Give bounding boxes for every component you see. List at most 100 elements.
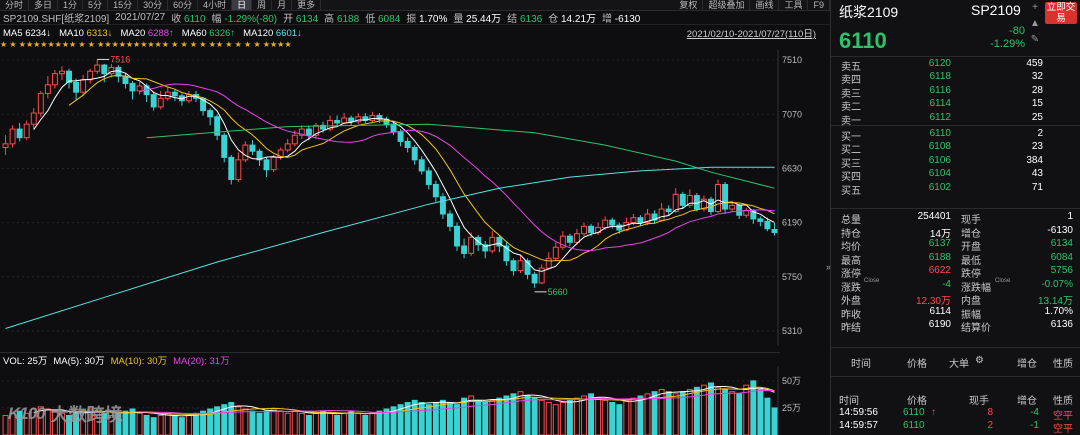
- volume-bar: [249, 410, 256, 435]
- candle-body: [454, 225, 460, 247]
- bid-volume: 23: [1031, 141, 1043, 153]
- settle-value: 6136: [519, 14, 543, 25]
- settings-icon[interactable]: ⚙: [975, 355, 984, 366]
- candle: [164, 87, 171, 101]
- alert-icon[interactable]: ▲: [1030, 18, 1040, 29]
- ask-price: 6114: [929, 98, 951, 110]
- period-tab-2[interactable]: 1分: [58, 0, 84, 10]
- candle-body: [44, 84, 51, 94]
- period-tab-9[interactable]: 周: [252, 0, 273, 10]
- period-tab-6[interactable]: 60分: [168, 0, 199, 10]
- ma5-label: MA5: [3, 27, 23, 39]
- y-tick-label: 7070: [782, 109, 802, 119]
- ma120-value: 6601↓: [275, 27, 302, 39]
- ma5-value: 6234↓: [25, 27, 52, 39]
- bid-row: 买四 6104 43: [831, 168, 1080, 183]
- ticks-header-divider: [831, 376, 1080, 377]
- candle-body: [658, 208, 665, 221]
- stat-label: 涨停: [841, 269, 861, 280]
- period-tab-10[interactable]: 月: [272, 0, 293, 10]
- candle: [531, 271, 538, 288]
- candle-body: [771, 229, 778, 233]
- toolbar-tool-4[interactable]: F9: [808, 0, 830, 10]
- candle: [51, 70, 58, 89]
- volume-bar: [334, 415, 341, 435]
- candle-body: [588, 225, 595, 233]
- candle-body: [228, 156, 235, 181]
- stat-value: 6114: [929, 305, 951, 317]
- candle-body: [136, 85, 143, 92]
- period-tab-7[interactable]: 4小时: [198, 0, 233, 10]
- volume-bar: [136, 412, 143, 435]
- volume-bar: [700, 384, 707, 435]
- volume-bar: [2, 415, 9, 435]
- volume-bar: [679, 391, 686, 435]
- period-tab-0[interactable]: 分时: [0, 0, 30, 10]
- candle: [552, 242, 559, 261]
- candle: [87, 68, 94, 84]
- vol-ma5-label: MA(5): 30万: [53, 355, 105, 367]
- candle-body: [566, 235, 573, 243]
- period-tab-5[interactable]: 30分: [138, 0, 169, 10]
- watermark-text: 大数跨境: [50, 405, 123, 425]
- period-tab-11[interactable]: 更多: [292, 0, 322, 10]
- candle: [16, 122, 23, 142]
- candle: [129, 81, 136, 100]
- edit-icon[interactable]: ✎: [1030, 34, 1040, 45]
- trade-now-button[interactable]: 立即交易: [1045, 2, 1077, 24]
- candle-body: [630, 217, 637, 224]
- bid-level-label: 买一: [841, 132, 861, 143]
- candle-body: [291, 134, 298, 145]
- tick-hand: 8: [987, 407, 993, 418]
- candle-body: [270, 156, 277, 171]
- toolbar-tool-0[interactable]: 复权: [674, 0, 704, 10]
- candle-body: [23, 123, 30, 139]
- candle-body: [157, 97, 164, 108]
- candlestick-chart[interactable]: 7510 7070 6630 6190 5750 5310 7516 5660: [0, 50, 830, 346]
- volume-bar: [383, 408, 390, 435]
- tick-type: 空平: [1053, 424, 1073, 435]
- volume-bar: [312, 412, 319, 435]
- stat-value: 1.70%: [1044, 305, 1073, 317]
- period-tab-1[interactable]: 多日: [29, 0, 59, 10]
- low-label: 低: [365, 14, 376, 25]
- y-tick-label: 6630: [782, 163, 802, 173]
- candle-body: [390, 123, 397, 133]
- candle: [566, 233, 573, 246]
- ask-row: 卖五 6120 459: [831, 58, 1080, 73]
- candle-body: [66, 70, 72, 83]
- y-tick-label: 5310: [782, 326, 802, 336]
- period-toolbar: 分时 多日 1分 5分 15分 30分 60分 4小时日周月更多 复权 超级叠加 画线 工具 F9: [0, 0, 830, 11]
- candle: [559, 231, 566, 250]
- period-tab-8[interactable]: 日: [232, 0, 253, 10]
- header-big[interactable]: 大单: [949, 359, 969, 370]
- high-annotation: 7516: [110, 54, 130, 64]
- period-tab-4[interactable]: 15分: [108, 0, 139, 10]
- candle: [658, 202, 665, 222]
- candle-body: [602, 219, 609, 229]
- toolbar-tool-2[interactable]: 画线: [750, 0, 780, 10]
- date-range-label[interactable]: 2021/02/10-2021/07/27(110日): [686, 29, 816, 40]
- volume-bar: [425, 404, 432, 435]
- period-tab-3[interactable]: 5分: [83, 0, 109, 10]
- tick-price: 6110: [903, 420, 925, 431]
- volume-bar: [376, 410, 383, 435]
- header-price: 价格: [907, 396, 927, 407]
- volume-bar: [327, 412, 334, 435]
- toolbar-tool-1[interactable]: 超级叠加: [703, 0, 751, 10]
- toolbar-tool-3[interactable]: 工具: [779, 0, 809, 10]
- collapse-panel-icon[interactable]: »: [826, 262, 832, 272]
- candle: [37, 90, 44, 117]
- add-icon[interactable]: +: [1032, 2, 1038, 13]
- candle: [461, 238, 468, 259]
- symbol-label: SP2109.SHF[纸浆2109]: [3, 14, 110, 25]
- volume-chart[interactable]: 50万 25万: [0, 366, 830, 435]
- candle-body: [249, 144, 256, 152]
- candle-body: [679, 193, 686, 206]
- volume-bar: [503, 395, 510, 435]
- candle-body: [496, 236, 503, 247]
- volume-bar: [185, 415, 192, 435]
- volume-bar: [566, 399, 573, 435]
- ask-price: 6120: [928, 58, 951, 69]
- ma60-value: 6326↑: [209, 27, 236, 39]
